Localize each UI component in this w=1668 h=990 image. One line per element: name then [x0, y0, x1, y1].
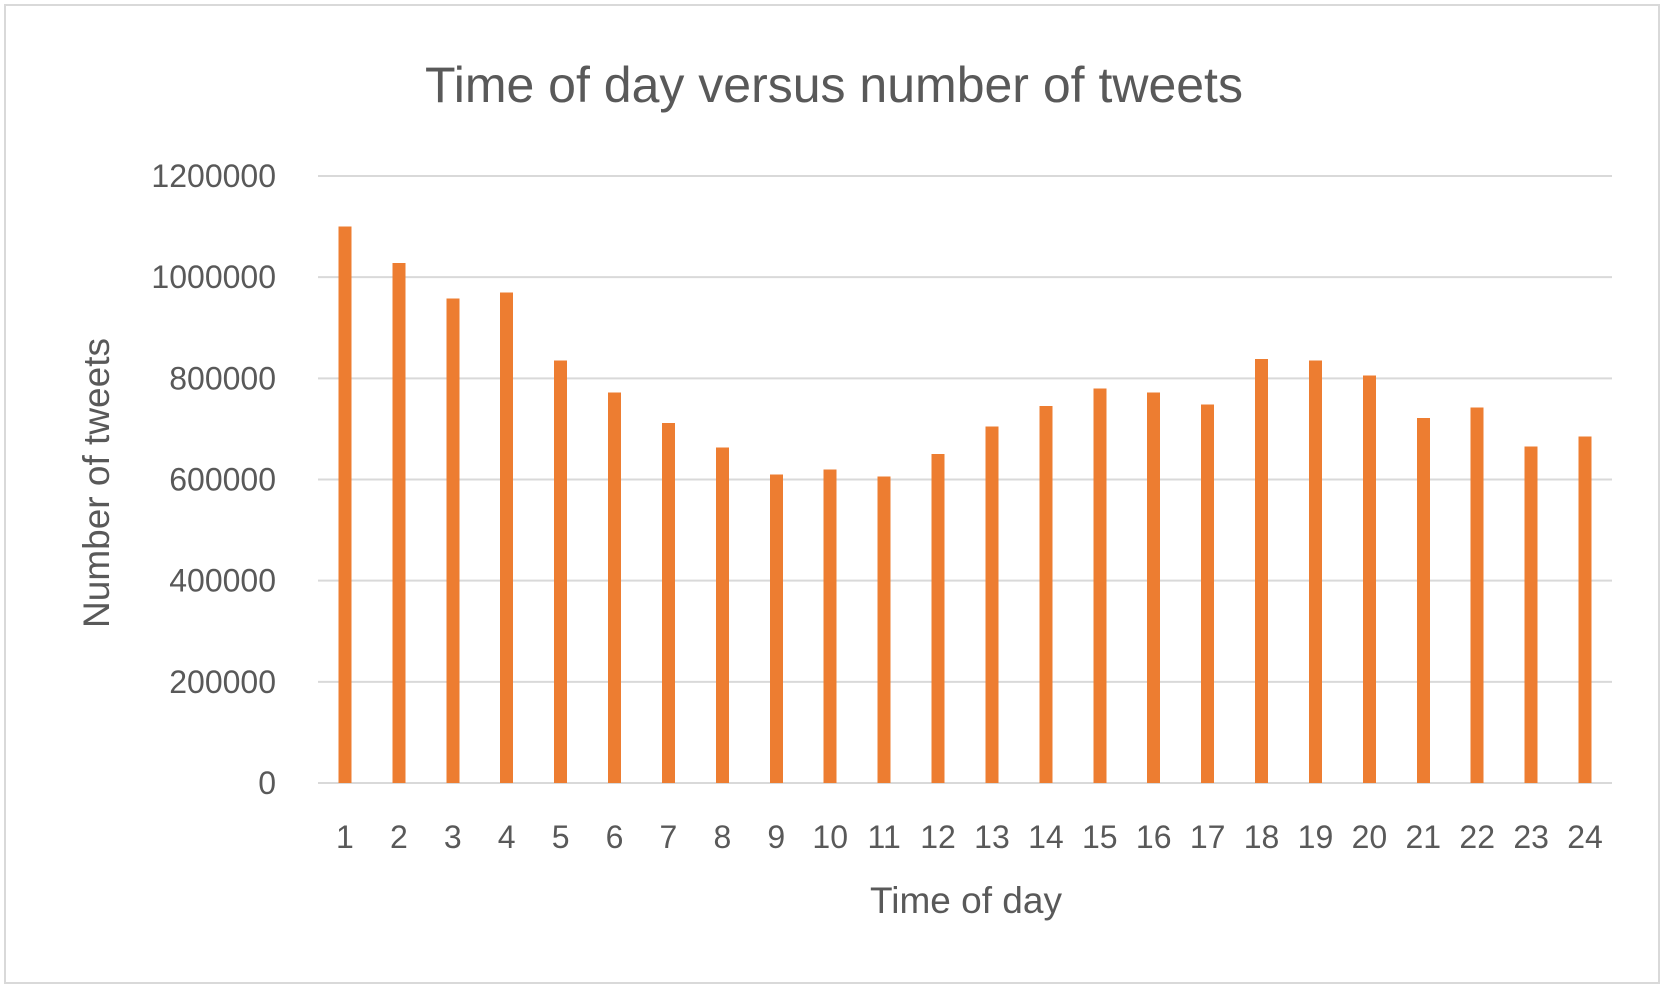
- x-tick-label: 20: [1352, 819, 1388, 855]
- bar-8: [715, 447, 729, 783]
- y-tick-label: 600000: [169, 462, 276, 498]
- x-tick-label: 22: [1459, 819, 1495, 855]
- y-tick-label: 400000: [169, 563, 276, 599]
- bar-4: [500, 292, 514, 783]
- chart-frame: Time of day versus number of tweets 0 200…: [4, 4, 1660, 984]
- bar-12: [931, 454, 945, 783]
- bar-7: [661, 422, 675, 783]
- x-tick-label: 23: [1513, 819, 1549, 855]
- bar-11: [877, 476, 891, 783]
- bar-9: [769, 474, 783, 783]
- bar-10: [823, 469, 837, 783]
- bar-5: [554, 360, 568, 783]
- x-tick-label: 14: [1028, 819, 1064, 855]
- x-tick-label: 21: [1405, 819, 1441, 855]
- bar-13: [985, 426, 999, 783]
- bar-16: [1147, 392, 1161, 783]
- x-tick-label: 24: [1567, 819, 1603, 855]
- bar-24: [1578, 436, 1592, 783]
- x-tick-label: 18: [1244, 819, 1280, 855]
- x-tick-label: 4: [498, 819, 516, 855]
- x-tick-label: 11: [868, 819, 901, 855]
- y-tick-label: 1200000: [151, 158, 276, 194]
- bar-21: [1416, 417, 1430, 783]
- x-tick-label: 7: [660, 819, 678, 855]
- y-axis-title: Number of tweets: [76, 338, 117, 628]
- bar-2: [392, 263, 406, 784]
- x-tick-label: 10: [812, 819, 848, 855]
- y-tick-label: 0: [258, 765, 276, 801]
- x-tick-label: 17: [1190, 819, 1226, 855]
- bar-14: [1039, 406, 1053, 783]
- bar-19: [1308, 360, 1322, 783]
- y-tick-label: 1000000: [151, 259, 276, 295]
- y-tick-label: 800000: [169, 360, 276, 396]
- x-tick-label: 1: [336, 819, 354, 855]
- x-axis-ticks: 1 2 3 4 5 6 7 8 9 10 11 12 13 14 15 16 17 18 19 20 21 22 23 24: [336, 819, 1603, 855]
- x-tick-label: 2: [390, 819, 408, 855]
- x-tick-label: 8: [713, 819, 731, 855]
- x-tick-label: 6: [606, 819, 624, 855]
- gridlines: [318, 175, 1612, 784]
- x-axis-title: Time of day: [870, 880, 1062, 921]
- x-tick-label: 9: [767, 819, 785, 855]
- bars: [338, 226, 1592, 784]
- bar-3: [446, 298, 460, 783]
- x-tick-label: 16: [1136, 819, 1172, 855]
- bar-15: [1093, 388, 1107, 783]
- x-tick-label: 19: [1298, 819, 1334, 855]
- bar-1: [338, 226, 352, 784]
- x-tick-label: 13: [974, 819, 1010, 855]
- chart-title: Time of day versus number of tweets: [425, 57, 1243, 113]
- bar-23: [1524, 446, 1538, 783]
- x-tick-label: 3: [444, 819, 462, 855]
- bar-20: [1362, 375, 1376, 783]
- bar-18: [1255, 359, 1269, 783]
- bar-chart: Time of day versus number of tweets 0200…: [76, 57, 1612, 921]
- x-tick-label: 5: [552, 819, 570, 855]
- bar-17: [1201, 404, 1215, 783]
- x-tick-label: 15: [1082, 819, 1118, 855]
- bar-6: [608, 392, 622, 783]
- y-axis-ticks: 0 200000 400000 600000 800000 1000000 1200000: [151, 158, 276, 801]
- x-tick-label: 12: [920, 819, 956, 855]
- y-tick-label: 200000: [169, 664, 276, 700]
- bar-22: [1470, 407, 1484, 783]
